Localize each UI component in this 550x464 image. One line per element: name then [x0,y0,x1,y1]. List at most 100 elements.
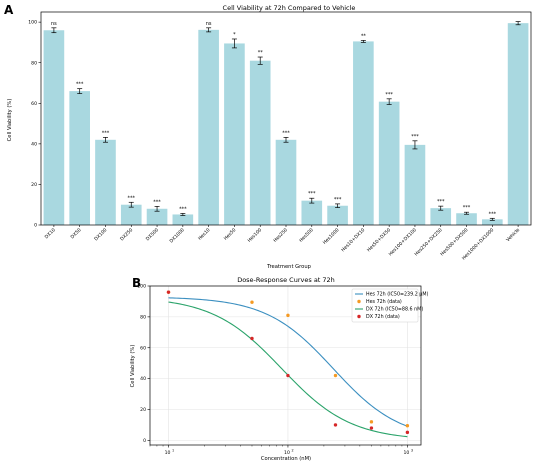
x-tick-label: DX250 [119,227,134,242]
bar-Hes100+DX100 [404,144,426,225]
dose-response-legend: Hes 72h (IC50=239.2 μM)Hes 72h (data) DX … [351,288,428,323]
data-point [250,336,254,341]
dose-response-series [166,290,410,438]
significance-label: *** [308,191,316,197]
data-point [250,300,254,304]
panel-label-b: B [132,276,141,290]
y-tick-label: 40 [140,376,146,382]
bar-Hes10 [198,29,219,226]
bar-Hes1000 [327,205,348,225]
bar-Hes10+DX10 [353,41,374,225]
data-point [369,420,374,424]
bar-chart-xlabel: Treatment Group [266,264,312,270]
data-point [333,373,338,378]
x-tick-label: Hes10 [197,227,212,242]
x-tick-label: Hes1000 [322,227,341,246]
significance-label: *** [489,211,497,217]
significance-label: *** [76,82,84,88]
dose-response-xlabel: Concentration (nM) [261,456,311,462]
data-point [166,290,171,294]
bar-Hes500+DX500 [456,213,477,225]
data-point [405,424,410,428]
data-point [286,313,290,318]
bar-Vehicle [507,23,529,226]
x-tick-label: Hes100 [247,227,264,244]
y-tick-label: 60 [140,345,146,351]
bar-Hes250+DX250 [430,208,452,225]
x-tick-label: Hes50+DX50 [366,227,392,253]
legend-entry: DX 72h (IC50=88.6 nM) [366,307,423,313]
bar-DX250 [120,204,142,225]
x-tick-exponent: 2 [291,449,293,453]
legend-box [351,288,419,323]
significance-label: ** [361,33,367,39]
x-tick-label: 10 [284,450,290,456]
significance-label: *** [102,130,110,136]
bar-chart-frame [40,11,532,226]
significance-label: *** [411,134,419,140]
bar-Hes50+DX50 [378,101,400,225]
x-tick-label: 10 [165,450,171,456]
y-tick-label: 0 [34,223,37,229]
panel-label-a: A [4,3,14,17]
dose-response-title: Dose-Response Curves at 72h [237,276,335,284]
significance-label: ns [206,21,212,27]
significance-label: *** [179,206,187,212]
data-point [286,373,290,378]
significance-label: *** [437,199,445,205]
significance-label: *** [334,197,342,203]
y-tick-label: 40 [31,141,37,147]
data-point [405,430,410,435]
bar-DX100 [95,139,116,225]
bar-Hes250 [275,139,297,225]
bar-DX10 [43,30,65,226]
bar-Hes100 [249,60,271,225]
y-tick-label: 100 [137,284,146,290]
x-tick-label: Hes250 [272,227,289,244]
bar-chart-title: Cell Viability at 72h Compared to Vehicl… [223,4,356,12]
curve-Hes 72h (IC50=239.2 μM) [168,297,408,427]
significance-label: *** [385,92,393,98]
significance-label: *** [153,199,161,205]
x-tick-label: DX50 [69,227,82,240]
x-tick-label: 10 [403,450,409,456]
x-tick-label: DX100 [93,227,108,242]
bar-Hes1000+DX1000 [482,219,503,225]
significance-label: * [233,32,236,38]
legend-entry: Hes 72h (data) [366,299,402,305]
x-tick-label: Hes10+DX10 [340,227,366,253]
x-tick-label: Hes50 [223,227,238,242]
y-tick-label: 80 [140,314,146,320]
legend-entry: DX 72h (data) [366,314,400,320]
significance-label: ns [51,21,57,27]
bar-DX1000 [172,214,194,225]
significance-label: *** [128,195,136,201]
x-tick-label: DX10 [44,227,57,240]
x-tick-label: DX1000 [169,227,186,244]
significance-label: *** [282,130,290,136]
dose-response-chart: Dose-Response Curves at 72h 0 20 40 60 80 100… [130,276,428,462]
x-tick-label: Hes100+DX100 [388,227,418,257]
bar-Hes500 [301,200,323,225]
bar-chart-ylabel: Cell Viability (%) [7,99,13,142]
x-tick-exponent: 1 [172,449,174,453]
y-tick-label: 20 [31,182,37,188]
y-tick-label: 0 [143,438,146,444]
dose-response-frame [149,285,422,446]
x-tick-label: Hes250+DX250 [413,227,443,257]
y-tick-label: 60 [31,101,37,107]
y-tick-label: 100 [28,20,37,26]
y-tick-label: 20 [140,407,146,413]
x-tick-label: Vehicle [505,227,521,243]
x-tick-label: Hes500+DX500 [439,227,469,257]
data-point [369,426,374,430]
y-tick-label: 80 [31,60,37,66]
x-tick-label: DX500 [145,227,160,242]
x-tick-label: Hes500 [298,227,315,244]
x-tick-exponent: 3 [411,449,413,453]
significance-label: ** [258,50,264,56]
bar-series: ns***************ns*********************… [43,21,529,226]
legend-entry: Hes 72h (IC50=239.2 μM) [366,292,428,298]
